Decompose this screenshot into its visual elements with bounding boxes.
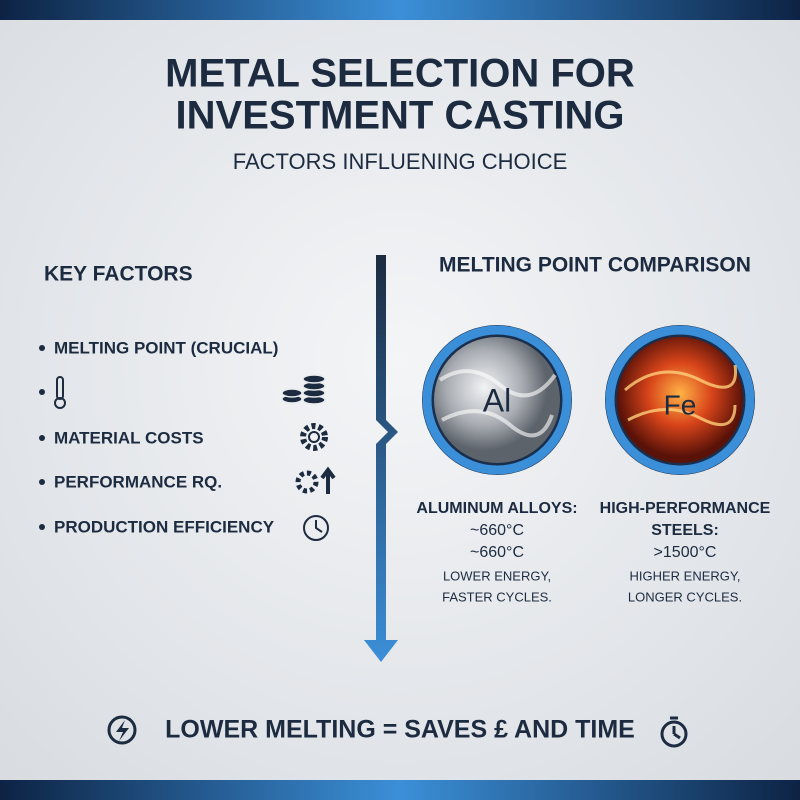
steel-badge: Fe (605, 325, 755, 475)
metal-line: ALUMINUM ALLOYS: (416, 500, 577, 517)
metal-note: FASTER CYCLES. (442, 589, 552, 604)
gear-up-icon (295, 466, 336, 494)
footer-text: LOWER MELTING = SAVES £ AND TIME (165, 716, 635, 744)
footer: LOWER MELTING = SAVES £ AND TIME (107, 715, 688, 748)
bullet (39, 524, 45, 530)
bottom-bar (0, 780, 800, 800)
factor: PERFORMANCE RQ. (54, 472, 222, 491)
top-bar (0, 0, 800, 20)
symbol: Al (483, 382, 511, 418)
factor: MATERIAL COSTS (54, 428, 204, 447)
gear-icon (300, 423, 328, 451)
subtitle: FACTORS INFLUENING CHOICE (233, 149, 568, 174)
icons (54, 374, 336, 541)
clock-icon (303, 515, 329, 541)
factor: PRODUCTION EFFICIENCY (54, 517, 275, 536)
metal-line: ~660°C (470, 522, 524, 539)
factor-list: MELTING POINT (CRUCIAL) MATERIAL COSTS P… (39, 338, 278, 536)
aluminum-text: ALUMINUM ALLOYS: ~660°C ~660°C LOWER ENE… (416, 500, 577, 604)
lightning-icon (107, 715, 137, 745)
bullet (39, 345, 45, 351)
title: METAL SELECTION FOR (165, 52, 635, 96)
steel-text: HIGH-PERFORMANCE STEELS: >1500°C HIGHER … (600, 500, 771, 604)
symbol: Fe (664, 389, 697, 420)
metal-line: ~660°C (470, 544, 524, 561)
thermometer-icon (54, 376, 66, 409)
coins-icon (281, 374, 326, 405)
metal-line: >1500°C (654, 544, 717, 561)
metal-line: STEELS: (651, 522, 719, 539)
metal-note: HIGHER ENERGY, (629, 568, 740, 583)
bullet (39, 435, 45, 441)
bullet (39, 389, 45, 395)
section-heading: KEY FACTORS (44, 263, 193, 286)
aluminum-badge: Al (422, 325, 572, 475)
metal-line: HIGH-PERFORMANCE (600, 500, 771, 517)
bullet (39, 479, 45, 485)
divider-arrow (364, 255, 398, 662)
stopwatch-icon (660, 716, 688, 748)
factor: MELTING POINT (CRUCIAL) (54, 338, 278, 357)
section-heading: MELTING POINT COMPARISON (439, 254, 751, 277)
title: INVESTMENT CASTING (176, 94, 625, 138)
metal-note: LOWER ENERGY, (443, 568, 551, 583)
metal-note: LONGER CYCLES. (628, 589, 742, 604)
